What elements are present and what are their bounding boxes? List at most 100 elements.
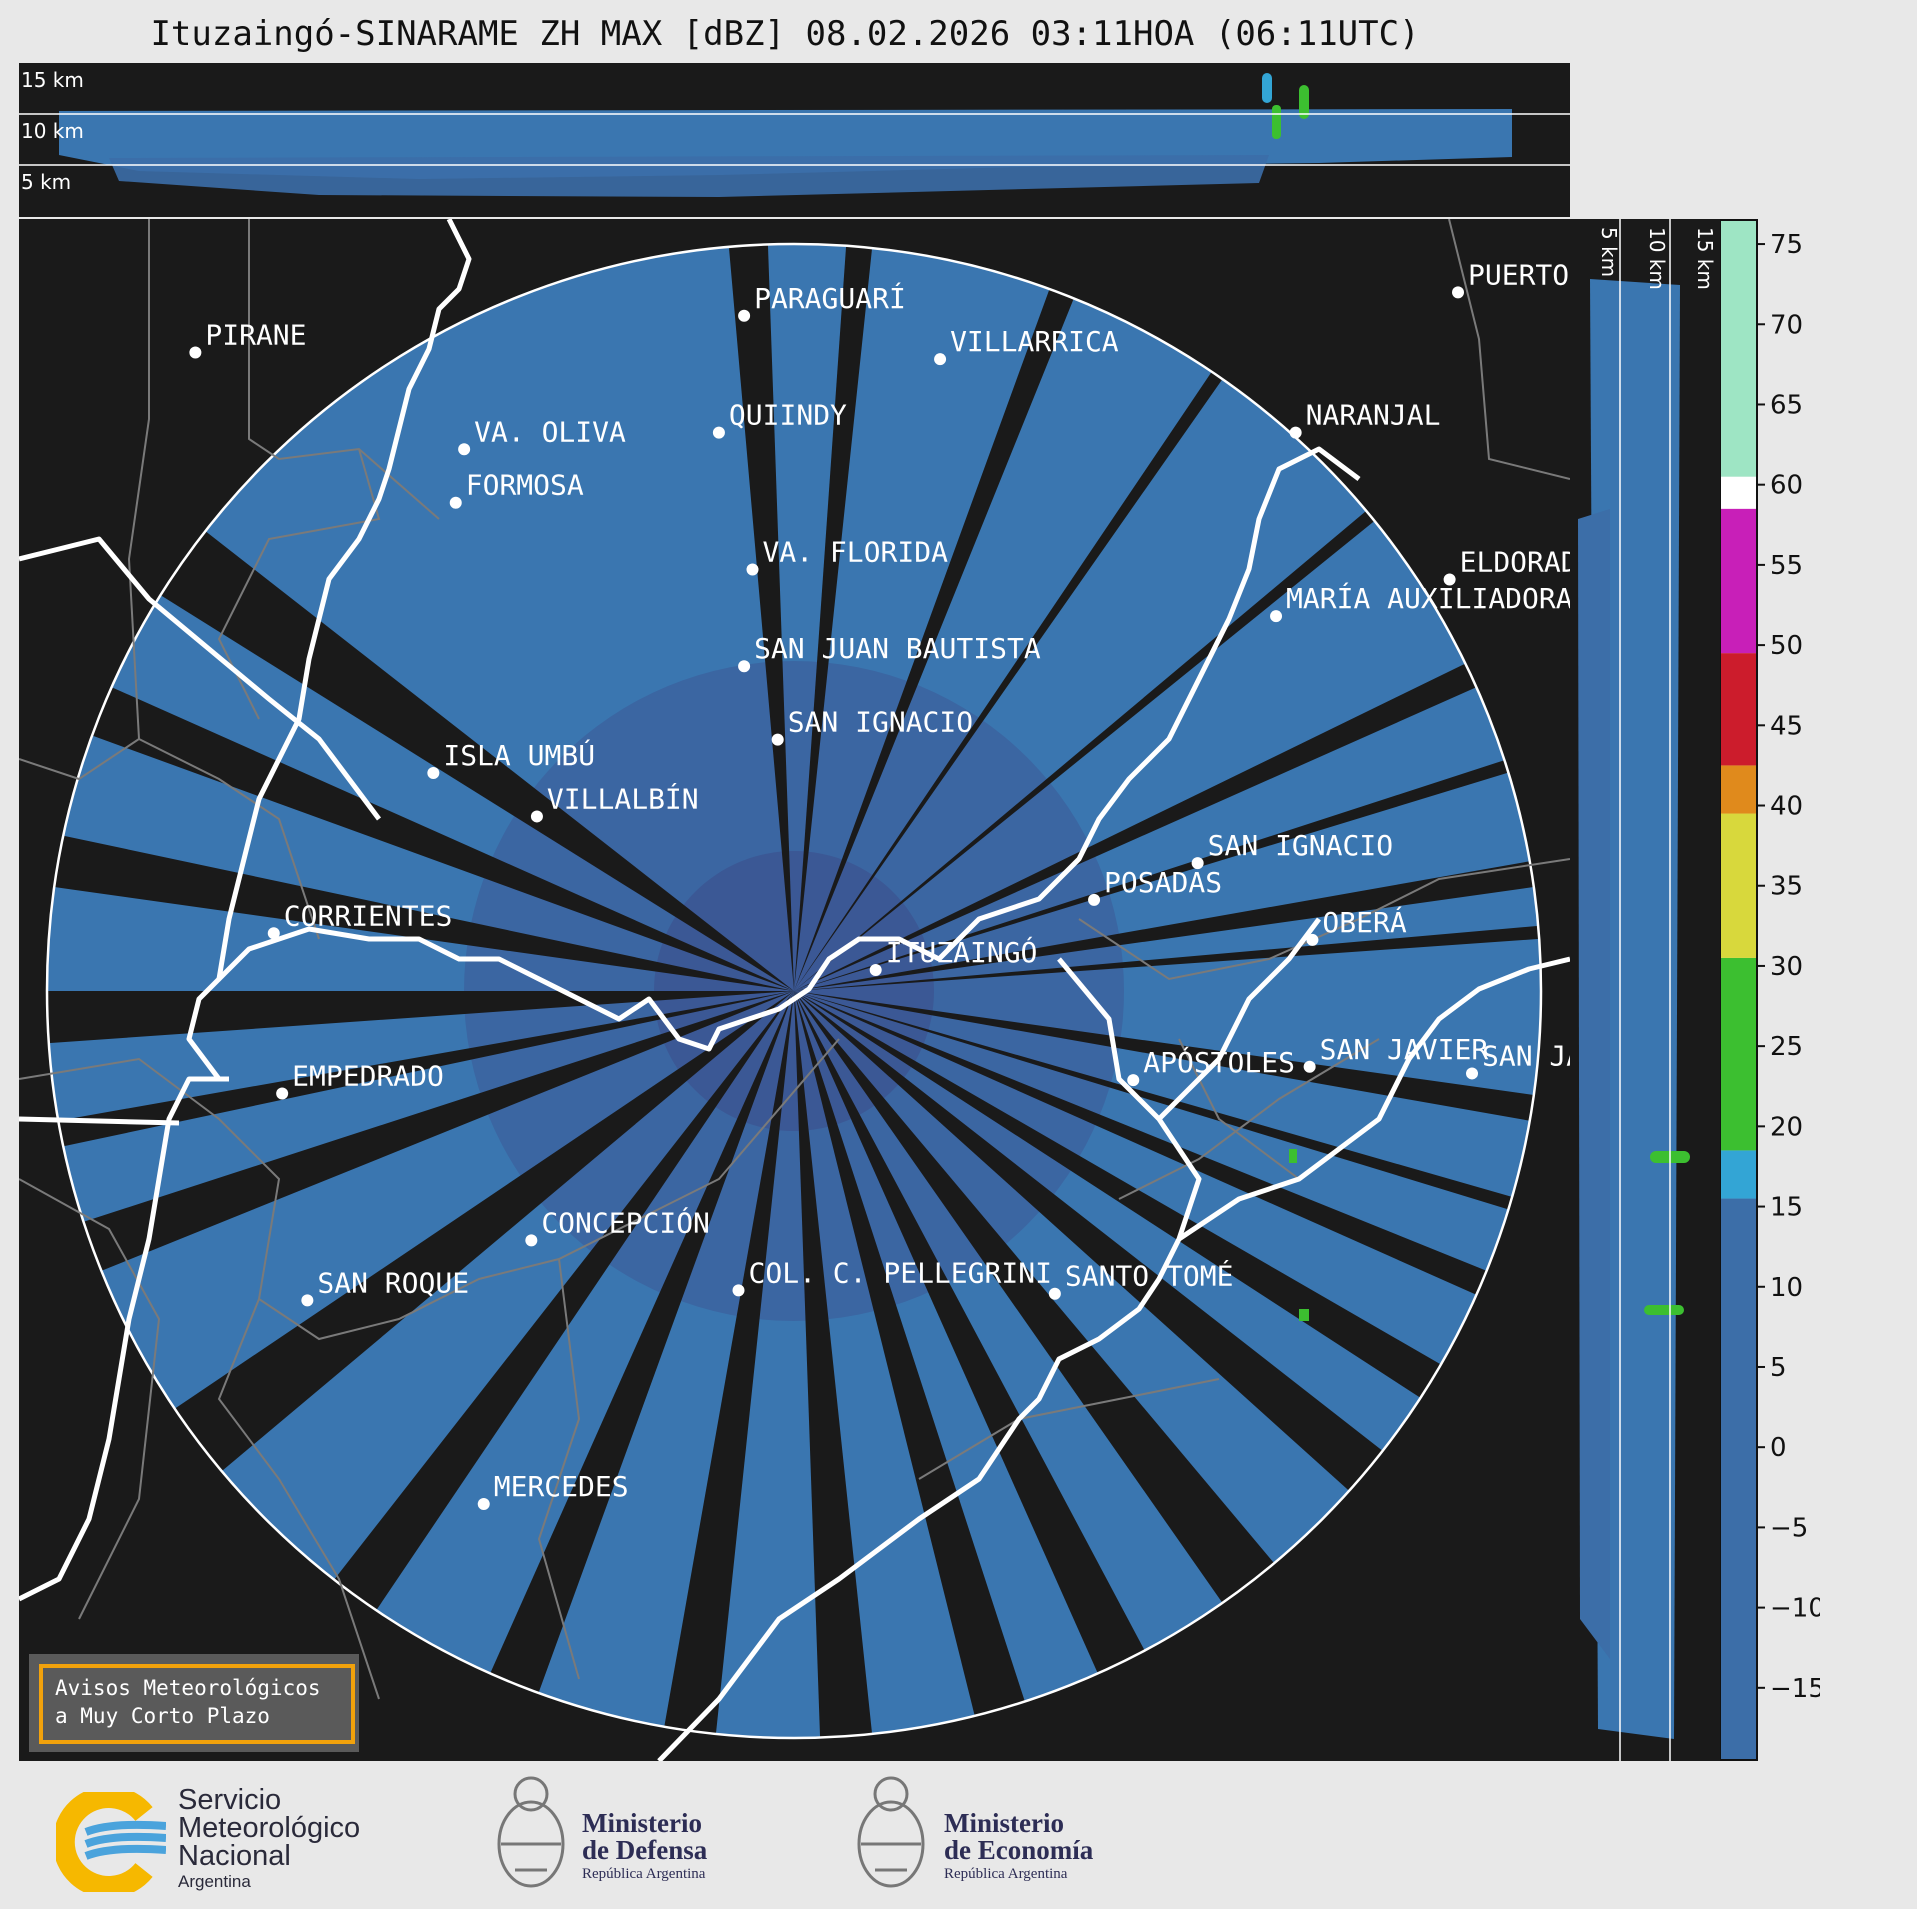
city-label-20: SAN JAVIER — [1320, 1033, 1489, 1066]
beam-shadow-23 — [47, 991, 794, 1158]
city-dot-7 — [746, 563, 759, 576]
beam-shadow-20 — [301, 991, 794, 1655]
city-label-10: SAN JUAN BAUTISTA — [754, 632, 1041, 665]
colorbar-band-5 — [1720, 653, 1757, 766]
colorbar-band-3 — [1720, 813, 1757, 958]
city-label-17: ITUZAINGÓ — [886, 935, 1038, 969]
economia-logo-text: Ministerio de Economía República Argenti… — [944, 1808, 1094, 1883]
city-label-19: APÓSTOLES — [1143, 1045, 1295, 1079]
city-dot-6 — [449, 496, 462, 509]
beam-shadow-5 — [794, 640, 1525, 991]
colorbar-tick-label-0: 75 — [1770, 230, 1803, 260]
beam-shadow-15 — [794, 991, 1170, 1722]
city-dot-8 — [1443, 573, 1456, 586]
colorbar-tick-label-5: 50 — [1770, 631, 1803, 661]
colorbar-tick-label-2: 65 — [1770, 390, 1803, 420]
economia-shield-icon — [857, 1776, 925, 1888]
city-dot-14 — [1191, 857, 1204, 870]
alerts-line1: Avisos Meteorológicos — [55, 1676, 321, 1700]
beam-shadow-19 — [468, 991, 794, 1738]
radar-echo-area — [47, 244, 1541, 1738]
alerts-link[interactable]: Avisos Meteorológicos a Muy Corto Plazo — [39, 1664, 355, 1744]
city-dot-22 — [276, 1087, 289, 1100]
colorbar-tick-label-17: −10 — [1770, 1594, 1820, 1624]
colorbar-band-1 — [1720, 1150, 1757, 1199]
city-dot-17 — [869, 963, 882, 976]
city-markers: PIRANE PARAGUARÍ VILLARRICA QUIINDY VA. OLIV… — [189, 258, 1570, 1510]
colorbar-band-7 — [1720, 476, 1757, 509]
smn-logo-icon — [56, 1792, 166, 1892]
city-label-12: ISLA UMBÚ — [443, 738, 595, 772]
colorbar-tick-label-1: 70 — [1770, 310, 1803, 340]
city-label-4: VA. OLIVA — [474, 415, 626, 448]
colorbar-tick-label-13: 10 — [1770, 1273, 1803, 1303]
beam-shadow-1 — [794, 244, 878, 991]
colorbar-bands — [1720, 220, 1757, 1760]
city-label-21: SAN JAVIER SAN — [1482, 1039, 1570, 1072]
city-label-28: PUERTO — [1468, 258, 1569, 291]
defensa-logo-text: Ministerio de Defensa República Argentin… — [582, 1808, 708, 1883]
city-dot-13 — [530, 810, 543, 823]
city-dot-15 — [1088, 893, 1101, 906]
colorbar-band-0 — [1720, 1198, 1757, 1760]
top-profile-label-10km: 10 km — [21, 119, 84, 143]
alerts-line2: a Muy Corto Plazo — [55, 1704, 270, 1728]
city-label-13: VILLALBÍN — [547, 781, 699, 815]
city-label-14: SAN IGNACIO — [1208, 829, 1393, 862]
beam-shadow-22 — [47, 991, 794, 1291]
top-profile-label-15km: 15 km — [21, 68, 84, 92]
city-label-26: SAN ROQUE — [317, 1266, 469, 1299]
city-dot-16 — [267, 927, 280, 940]
side-profile-label-15km: 15 km — [1693, 227, 1717, 290]
defensa-shield-icon — [497, 1776, 565, 1888]
colorbar-tick-label-16: −5 — [1770, 1513, 1808, 1543]
beam-shadow-7 — [794, 852, 1541, 991]
city-dot-11 — [771, 733, 784, 746]
city-dot-12 — [427, 767, 440, 780]
city-label-0: PIRANE — [205, 319, 306, 352]
city-label-2: VILLARRICA — [950, 325, 1119, 358]
beam-shadow-10 — [794, 991, 1541, 1225]
chart-title: Ituzaingó-SINARAME ZH MAX [dBZ] 08.02.20… — [150, 14, 1420, 54]
beam-shadow-4 — [794, 476, 1416, 991]
city-label-16: CORRIENTES — [284, 899, 453, 932]
city-dot-3 — [712, 426, 725, 439]
beam-shadow-21 — [130, 991, 794, 1506]
city-dot-2 — [934, 353, 947, 366]
beam-shadow-0 — [724, 244, 794, 991]
colorbar-band-4 — [1720, 765, 1757, 814]
colorbar-tick-label-10: 25 — [1770, 1032, 1803, 1062]
side-profile-label-10km: 10 km — [1645, 227, 1669, 290]
city-label-11: SAN IGNACIO — [788, 706, 973, 739]
colorbar-band-6 — [1720, 508, 1757, 654]
top-profile-label-5km: 5 km — [21, 170, 71, 194]
beam-shadow-25 — [47, 824, 794, 991]
city-dot-9 — [1270, 610, 1283, 623]
beam-shadow-12 — [794, 991, 1487, 1427]
radar-map: PIRANE PARAGUARÍ VILLARRICA QUIINDY VA. OLIV… — [19, 219, 1570, 1761]
city-label-27: MERCEDES — [494, 1470, 629, 1503]
city-label-3: QUIINDY — [729, 399, 847, 432]
city-dot-24 — [732, 1284, 745, 1297]
city-label-9: MARÍA AUXILIADORA — [1286, 581, 1570, 615]
colorbar-tick-label-9: 30 — [1770, 952, 1803, 982]
radar-range-ring — [45, 242, 1543, 1740]
beam-shadow-27 — [115, 498, 794, 991]
colorbar-tick-label-3: 60 — [1770, 471, 1803, 501]
city-label-5: NARANJAL — [1306, 399, 1441, 432]
city-label-15: POSADAS — [1104, 866, 1222, 899]
city-dot-4 — [458, 443, 471, 456]
city-dot-23 — [525, 1234, 538, 1247]
beam-shadow-14 — [794, 991, 1309, 1647]
beam-shadow-16 — [794, 991, 1042, 1738]
colorbar-tick-label-14: 5 — [1770, 1353, 1787, 1383]
city-dot-20 — [1303, 1060, 1316, 1073]
colorbar-tick-label-4: 55 — [1770, 551, 1803, 581]
alerts-box: Avisos Meteorológicos a Muy Corto Plazo — [29, 1654, 359, 1752]
beam-shadow-11 — [794, 991, 1536, 1317]
city-dot-27 — [477, 1498, 490, 1510]
beam-shadow-2 — [794, 244, 1094, 991]
beam-shadow-18 — [655, 991, 794, 1738]
